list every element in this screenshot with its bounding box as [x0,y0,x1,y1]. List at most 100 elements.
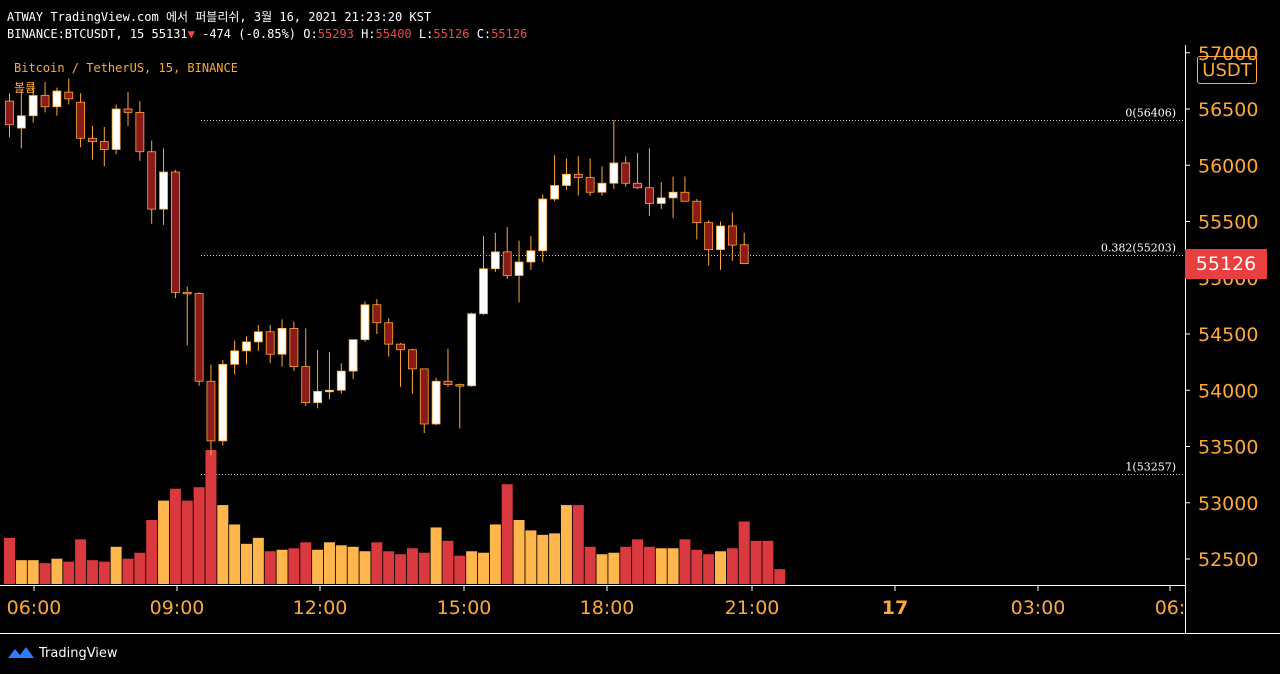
candle-body [230,350,240,365]
candle-body [170,171,180,293]
candle-body [28,95,38,117]
volume-bar [620,546,632,584]
volume-bar [86,560,98,584]
candle-body [277,327,287,355]
open-value: 55293 [317,27,354,41]
volume-bar [264,551,276,584]
y-tick-label: 52500 [1198,549,1258,571]
y-tick-label: 56500 [1198,99,1258,121]
volume-bar [726,548,738,584]
x-tick-label: 12:00 [293,597,348,619]
x-tick-label: 09:00 [150,597,205,619]
low-label: L: [418,27,434,41]
volume-bar [478,552,489,584]
volume-bar [667,548,679,584]
fib-level-label: 1(53257) [1125,461,1176,474]
volume-bar [655,548,667,584]
candle-body [336,370,346,391]
candle-body [597,182,607,193]
fib-level-label: 0(56406) [1125,107,1176,120]
volume-bar [27,560,39,584]
symbol-label: BINANCE:BTCUSDT, 15 [7,27,145,41]
candle-body [253,331,263,343]
volume-bar [691,549,703,584]
fib-level-label: 0.382(55203) [1101,242,1176,255]
candle-body [716,225,725,251]
close-label: C: [476,27,492,41]
volume-bar [193,487,205,584]
volume-bar [134,552,146,584]
volume-bar [489,524,501,584]
volume-bar [572,505,584,584]
candle-body [301,366,311,404]
candle-body [633,182,642,189]
volume-bar [371,542,383,584]
volume-bar [4,537,15,584]
candle-body [5,100,14,126]
current-price-tag: 55126 [1185,249,1267,279]
candle-body [111,108,121,150]
candle-body [182,291,192,295]
candle-body [668,191,678,199]
x-tick-label: 17 [882,597,908,619]
volume-bar [501,484,513,584]
candle-body [490,251,500,270]
candle-body [739,244,749,264]
volume-bar [774,569,786,584]
volume-bar [110,546,122,584]
candle-body [123,108,133,113]
volume-bar [596,554,608,584]
candle-body [727,225,737,246]
volume-bar [359,551,371,584]
x-tick-label: 06: [1155,597,1186,619]
candle-body [396,343,405,351]
volume-bar [703,554,715,584]
volume-bar [632,539,644,584]
currency-button[interactable]: USDT [1197,56,1257,84]
candle-body [538,198,548,252]
tradingview-logo[interactable]: TradingView [7,645,118,661]
volume-bar [312,549,324,584]
close-value: 55126 [491,27,528,41]
y-tick-label: 56000 [1198,155,1258,177]
volume-legend: 볼륨 [14,81,37,95]
volume-bar [75,539,87,584]
candle-body [52,90,62,108]
candle-body [479,268,488,315]
volume-bar [549,533,561,584]
candle-body [194,293,204,382]
volume-bar [276,549,288,584]
candle-body [407,349,417,370]
volume-bar [418,552,430,584]
volume-bar [347,546,359,584]
candle-body [526,250,536,263]
volume-bar [584,546,596,584]
candle-body [76,101,85,139]
candle-body [159,171,168,210]
volume-bar [63,561,75,584]
y-tick-label: 53500 [1198,437,1258,459]
candle-body [514,261,524,276]
x-tick-label: 06:00 [7,597,62,619]
candle-body [325,389,334,393]
candle-body [348,339,358,372]
candle-body [502,251,512,276]
low-value: 55126 [433,27,470,41]
down-arrow-icon: ▼ [187,27,195,41]
volume-bar [323,542,335,584]
volume-bar [229,524,241,584]
brand-label: TradingView [39,645,118,661]
candle-body [64,91,74,100]
candle-body [550,185,559,200]
candle-body [242,341,251,352]
volume-bar [738,521,750,584]
candle-body [40,95,50,108]
candle-body [206,380,216,442]
volume-bar [406,548,418,584]
candle-body [562,173,571,186]
candle-body [692,200,702,224]
volume-bar [525,530,537,584]
x-tick-label: 18:00 [580,597,635,619]
candle-body [704,222,714,251]
